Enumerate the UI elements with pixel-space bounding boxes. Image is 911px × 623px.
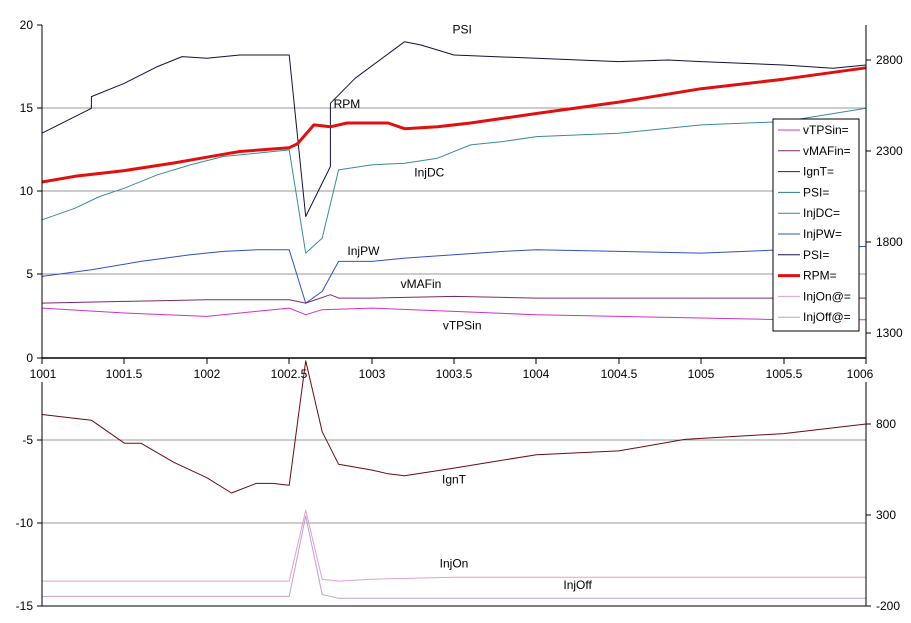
series-label-injoff: InjOff: [563, 578, 592, 592]
legend-label: RPM=: [803, 269, 837, 283]
lower-left-y-ticks: -5 -10 -15: [16, 433, 42, 613]
series-line-injoff: [42, 515, 866, 599]
series-label-psi: PSI: [453, 22, 472, 36]
x-tick-label: 1003.5: [436, 367, 473, 381]
x-tick-label: 1001: [30, 367, 57, 381]
x-axis-ticks: 1001 1001.5 1002 1002.5 1003 1003.5 1004…: [30, 358, 874, 381]
legend-label: InjOn@=: [803, 289, 851, 303]
x-tick-label: 1006: [847, 367, 874, 381]
lower-right-tick-label: -200: [876, 599, 900, 613]
x-tick-label: 1003: [359, 367, 386, 381]
upper-left-tick-label: 5: [26, 267, 33, 281]
series-label-ignt: IgnT: [442, 472, 467, 486]
x-tick-label: 1005.5: [766, 367, 803, 381]
x-tick-label: 1002: [194, 367, 221, 381]
lower-left-tick-label: -5: [22, 433, 33, 447]
series-line-injpw: [41, 245, 867, 304]
series-label-injpw: InjPW: [347, 244, 380, 258]
series-line-injon: [42, 509, 866, 582]
lower-right-tick-label: 800: [876, 417, 896, 431]
legend-label: InjOff@=: [803, 310, 851, 324]
upper-right-tick-label: 1800: [876, 235, 903, 249]
series-label-injdc: InjDC: [414, 166, 444, 180]
legend-label: vTPSin=: [803, 123, 849, 137]
upper-series-group: PSI RPM InjDC InjPW vMAFin vTPSin: [41, 22, 867, 333]
legend-entries: vTPSin= vMAFin= IgnT= PSI= InjDC= InjPW= PSI= R…: [778, 123, 851, 324]
legend-label: IgnT=: [803, 165, 834, 179]
x-tick-label: 1005: [688, 367, 715, 381]
upper-gridlines: [42, 107, 866, 275]
upper-left-y-ticks: 20 15 10 5 0: [20, 18, 42, 365]
lower-left-tick-label: -10: [16, 516, 34, 530]
series-label-injon: InjOn: [440, 557, 469, 571]
x-tick-label: 1002.5: [271, 367, 308, 381]
upper-left-tick-label: 10: [20, 184, 34, 198]
series-label-vtpsin: vTPSin: [443, 319, 482, 333]
lower-right-y-ticks: 800 300 -200: [866, 417, 900, 613]
series-label-vmafin: vMAFin: [401, 277, 442, 291]
lower-right-tick-label: 300: [876, 508, 896, 522]
series-line-vmafin: [41, 294, 866, 304]
legend-label: PSI=: [803, 248, 829, 262]
legend-label: vMAFin=: [803, 144, 851, 158]
upper-right-tick-label: 2300: [876, 144, 903, 158]
legend-label: InjPW=: [803, 227, 842, 241]
upper-left-tick-label: 20: [20, 18, 34, 32]
series-line-vtpsin: [41, 307, 866, 321]
series-line-psi: [41, 41, 867, 217]
upper-right-tick-label: 2800: [876, 53, 903, 67]
x-tick-label: 1001.5: [106, 367, 143, 381]
series-label-rpm: RPM: [334, 97, 361, 111]
legend-box: [772, 118, 860, 332]
legend: vTPSin= vMAFin= IgnT= PSI= InjDC= InjPW= PSI= R…: [772, 118, 860, 332]
legend-label: PSI=: [803, 185, 829, 199]
series-line-ignt: [41, 360, 867, 494]
upper-left-tick-label: 15: [20, 101, 34, 115]
x-tick-label: 1004.5: [601, 367, 638, 381]
upper-right-tick-label: 1300: [876, 326, 903, 340]
x-tick-label: 1004: [523, 367, 550, 381]
lower-gridlines: [42, 439, 866, 524]
series-line-rpm: [41, 66, 867, 184]
lower-left-tick-label: -15: [16, 599, 34, 613]
upper-left-tick-label: 0: [26, 351, 33, 365]
lower-panel: IgnT InjOn InjOff -5 -10 -15 800 300 -200: [16, 360, 900, 613]
lower-series-group: IgnT InjOn InjOff: [41, 360, 867, 599]
upper-right-y-ticks: 2800 2300 1800 1300: [866, 53, 903, 340]
series-line-injdc: [41, 107, 867, 254]
upper-panel: PSI RPM InjDC InjPW vMAFin vTPSin 20 15 10 5 …: [20, 18, 903, 381]
legend-label: InjDC=: [803, 206, 840, 220]
